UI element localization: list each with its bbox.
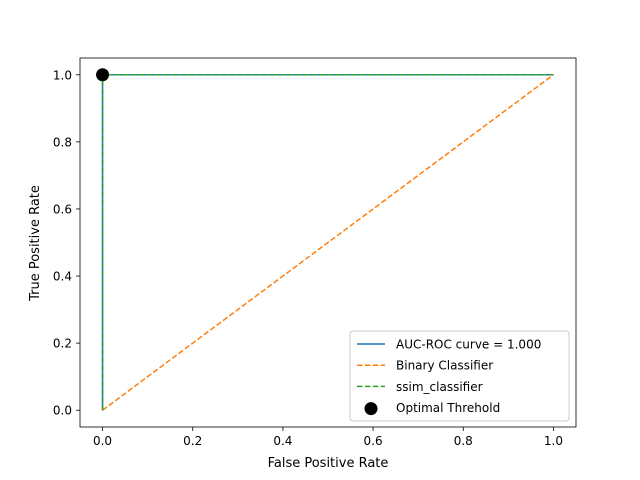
legend-label: Optimal Threhold <box>396 401 500 415</box>
x-tick-label: 1.0 <box>544 434 563 448</box>
y-tick-label: 0.8 <box>53 135 72 149</box>
y-tick-label: 0.2 <box>53 337 72 351</box>
y-tick-label: 0.4 <box>53 270 72 284</box>
x-tick-label: 0.0 <box>93 434 112 448</box>
x-axis-label: False Positive Rate <box>268 456 389 471</box>
y-tick-label: 0.0 <box>53 404 72 418</box>
optimal-threshold-point <box>96 68 110 82</box>
legend-label: ssim_classifier <box>396 380 483 394</box>
plot-area <box>96 68 554 411</box>
series-line-1 <box>102 74 554 411</box>
y-axis-label: True Positive Rate <box>28 185 43 302</box>
legend-label: Binary Classifier <box>396 359 493 373</box>
legend-swatch <box>364 402 378 416</box>
axes-frame <box>79 57 577 428</box>
y-tick-label: 1.0 <box>53 68 72 82</box>
x-tick-label: 0.2 <box>183 434 202 448</box>
x-tick-label: 0.6 <box>364 434 383 448</box>
y-tick-label: 0.6 <box>53 202 72 216</box>
legend-box <box>349 330 570 422</box>
legend: AUC-ROC curve = 1.000 Binary Classifier ss… <box>349 330 570 422</box>
x-tick-label: 0.8 <box>454 434 473 448</box>
x-tick-label: 0.4 <box>273 434 292 448</box>
legend-label: AUC-ROC curve = 1.000 <box>396 338 541 352</box>
axes: 0.0 0.2 0.4 0.6 0.8 1.0 0.0 0.2 0.4 0.6 0.8 1.0 <box>53 57 577 448</box>
